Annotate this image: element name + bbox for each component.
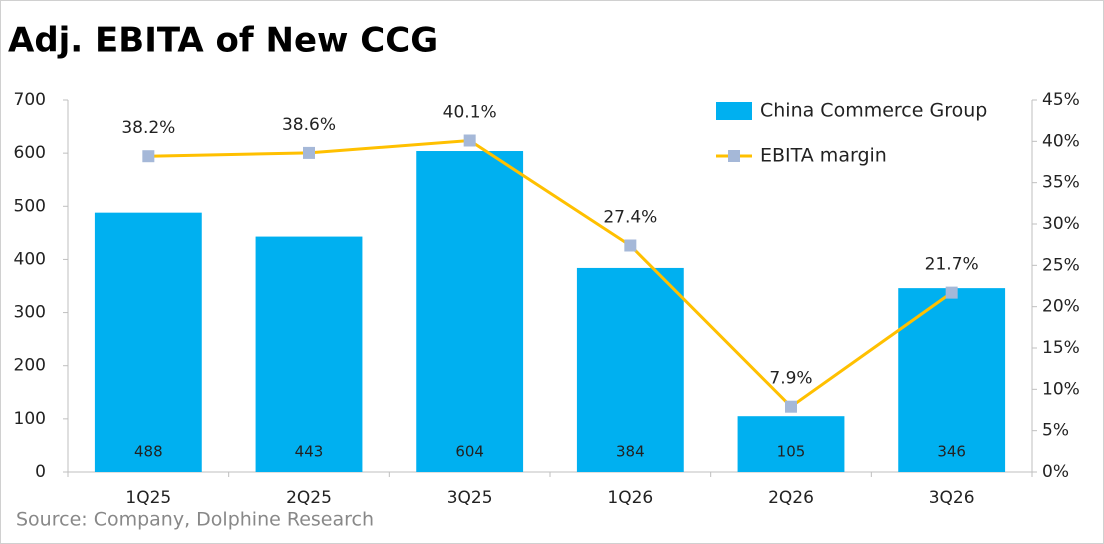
bar-value-label: 443 bbox=[295, 443, 324, 461]
legend-swatch bbox=[716, 102, 752, 120]
x-tick-label: 3Q25 bbox=[447, 488, 493, 508]
bar bbox=[576, 267, 684, 472]
y-tick-label: 300 bbox=[14, 303, 46, 323]
line-marker bbox=[624, 239, 637, 252]
line-marker bbox=[785, 400, 797, 413]
legend-label: EBITA margin bbox=[760, 145, 887, 167]
line-value-label: 38.6% bbox=[282, 115, 336, 135]
y-tick-label: 200 bbox=[14, 356, 46, 376]
line-marker bbox=[945, 286, 958, 299]
source-note: Source: Company, Dolphine Research bbox=[16, 509, 374, 531]
bar bbox=[255, 236, 363, 472]
y-tick-label: 0 bbox=[35, 462, 46, 482]
line-value-label: 7.9% bbox=[769, 369, 812, 389]
y-tick-label: 500 bbox=[14, 196, 46, 216]
line-marker bbox=[463, 134, 476, 147]
x-tick-label: 2Q26 bbox=[768, 488, 814, 508]
x-tick-label: 2Q25 bbox=[286, 488, 332, 508]
x-tick-label: 3Q26 bbox=[929, 488, 975, 508]
y-tick-label: 600 bbox=[14, 143, 46, 163]
y2-tick-label: 25% bbox=[1042, 255, 1080, 275]
line-value-label: 21.7% bbox=[925, 255, 979, 275]
y2-tick-label: 0% bbox=[1042, 462, 1069, 482]
y2-tick-label: 45% bbox=[1042, 90, 1080, 110]
bar-value-label: 604 bbox=[455, 443, 484, 461]
y2-tick-label: 35% bbox=[1042, 173, 1080, 193]
y2-tick-label: 20% bbox=[1042, 297, 1080, 317]
y-tick-label: 100 bbox=[14, 409, 46, 429]
bar bbox=[416, 151, 524, 472]
line-value-label: 40.1% bbox=[443, 103, 497, 123]
legend-marker bbox=[728, 150, 740, 162]
legend-label: China Commerce Group bbox=[760, 100, 987, 122]
bar bbox=[737, 416, 845, 472]
y-tick-label: 700 bbox=[14, 90, 46, 110]
y2-tick-label: 10% bbox=[1042, 379, 1080, 399]
line bbox=[148, 138, 953, 409]
y2-tick-label: 15% bbox=[1042, 338, 1080, 358]
x-tick-label: 1Q25 bbox=[125, 488, 171, 508]
bar-value-label: 346 bbox=[937, 443, 966, 461]
bar-value-label: 384 bbox=[616, 443, 645, 461]
line-marker bbox=[142, 150, 155, 163]
line-marker bbox=[303, 146, 315, 159]
line-value-label: 27.4% bbox=[603, 207, 657, 227]
bar-value-label: 105 bbox=[777, 443, 806, 461]
bar-value-label: 488 bbox=[134, 443, 163, 461]
y2-tick-label: 30% bbox=[1042, 214, 1080, 234]
bar bbox=[94, 212, 202, 473]
x-tick-label: 1Q26 bbox=[607, 488, 653, 508]
y2-tick-label: 5% bbox=[1042, 421, 1069, 441]
line-value-label: 38.2% bbox=[121, 118, 175, 138]
y2-tick-label: 40% bbox=[1042, 131, 1080, 151]
chart-title: Adj. EBITA of New CCG bbox=[8, 21, 438, 61]
y-tick-label: 400 bbox=[14, 249, 46, 269]
